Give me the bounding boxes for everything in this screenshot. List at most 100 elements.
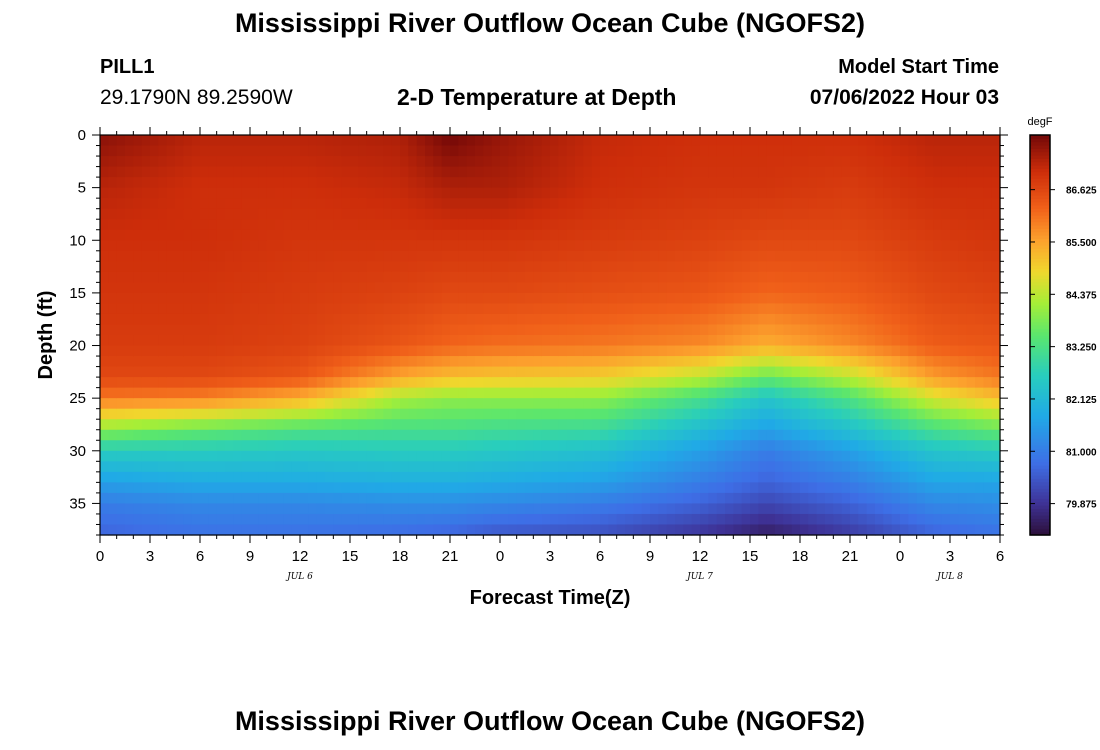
heatmap-cell (958, 208, 968, 220)
heatmap-cell (958, 135, 968, 147)
colorbar-frame (1029, 134, 1051, 536)
colorbar-segment (1030, 388, 1050, 393)
heatmap-cell (700, 250, 709, 262)
heatmap-cell (933, 208, 943, 220)
heatmap-cell (750, 229, 759, 241)
colorbar-segment (1030, 318, 1050, 323)
heatmap-cell (100, 282, 109, 294)
colorbar-segment (1030, 228, 1050, 233)
heatmap-cell (841, 282, 851, 294)
heatmap-cell (700, 408, 709, 420)
heatmap-cell (941, 503, 951, 515)
heatmap-cell (333, 229, 343, 241)
heatmap-cell (166, 219, 176, 231)
heatmap-cell (500, 492, 509, 505)
heatmap-cell (766, 135, 776, 147)
heatmap-cell (116, 187, 126, 199)
heatmap-cell (833, 135, 843, 147)
heatmap-cell (675, 492, 684, 505)
heatmap-cell (108, 492, 118, 505)
heatmap-cell (950, 271, 959, 283)
heatmap-cell (508, 292, 518, 305)
heatmap-cell (350, 450, 359, 462)
heatmap-cell (100, 440, 109, 452)
heatmap-cell (983, 250, 993, 262)
heatmap-cell (558, 145, 568, 157)
heatmap-cell (758, 208, 768, 220)
heatmap-cell (416, 292, 426, 305)
heatmap-cell (425, 377, 434, 389)
heatmap-cell (233, 324, 243, 336)
heatmap-cell (491, 156, 501, 168)
heatmap-cell (700, 135, 709, 147)
heatmap-cell (683, 156, 693, 168)
heatmap-cell (591, 503, 601, 515)
heatmap-cell (341, 282, 351, 294)
heatmap-cell (858, 145, 868, 157)
heatmap-cell (341, 229, 351, 241)
heatmap-cell (483, 398, 493, 410)
heatmap-cell (808, 313, 818, 326)
heatmap-cell (950, 461, 959, 473)
colorbar-segment (1030, 381, 1050, 386)
heatmap-cell (766, 303, 776, 315)
heatmap-cell (583, 229, 593, 241)
heatmap-cell (291, 408, 301, 420)
heatmap-cell (808, 219, 818, 231)
heatmap-cell (258, 229, 268, 241)
heatmap-cell (908, 292, 918, 305)
heatmap-cell (950, 250, 959, 262)
heatmap-cell (266, 156, 276, 168)
colorbar-segment (1030, 398, 1050, 403)
heatmap-cell (741, 324, 751, 336)
heatmap-cell (800, 261, 809, 273)
heatmap-cell (725, 303, 734, 315)
heatmap-cell (200, 398, 209, 410)
heatmap-cell (975, 366, 984, 378)
heatmap-cell (550, 229, 559, 241)
heatmap-cell (325, 303, 334, 315)
heatmap-cell (150, 387, 159, 399)
heatmap-cell (241, 271, 251, 283)
heatmap-cell (583, 313, 593, 326)
heatmap-cell (416, 187, 426, 199)
heatmap-cell (775, 135, 784, 147)
heatmap-cell (291, 208, 301, 220)
heatmap-cell (133, 471, 143, 483)
heatmap-cell (233, 313, 243, 326)
heatmap-cell (816, 250, 826, 262)
heatmap-cell (125, 250, 134, 262)
heatmap-cell (341, 145, 351, 157)
heatmap-cell (358, 419, 368, 431)
heatmap-cell (566, 271, 576, 283)
heatmap-cell (850, 250, 859, 262)
heatmap-cell (675, 303, 684, 315)
colorbar-segment (1030, 455, 1050, 459)
heatmap-cell (166, 524, 176, 536)
heatmap-cell (308, 377, 318, 389)
heatmap-cell (883, 198, 893, 210)
heatmap-cell (208, 387, 218, 399)
heatmap-cell (766, 524, 776, 536)
heatmap-cell (966, 303, 976, 315)
heatmap-cell (758, 377, 768, 389)
heatmap-cell (725, 250, 734, 262)
heatmap-cell (583, 177, 593, 189)
heatmap-cell (308, 271, 318, 283)
heatmap-cell (333, 219, 343, 231)
heatmap-cell (258, 187, 268, 199)
heatmap-cell (241, 282, 251, 294)
heatmap-cell (375, 177, 384, 189)
heatmap-cell (600, 429, 609, 441)
heatmap-cell (825, 313, 834, 326)
heatmap-cell (966, 461, 976, 473)
heatmap-cell (566, 513, 576, 526)
heatmap-cell (900, 208, 909, 220)
heatmap-cell (916, 219, 926, 231)
heatmap-cell (891, 398, 901, 410)
heatmap-cell (141, 240, 151, 252)
heatmap-cell (525, 229, 534, 241)
heatmap-cell (516, 324, 526, 336)
heatmap-cell (708, 398, 718, 410)
heatmap-cell (558, 429, 568, 441)
